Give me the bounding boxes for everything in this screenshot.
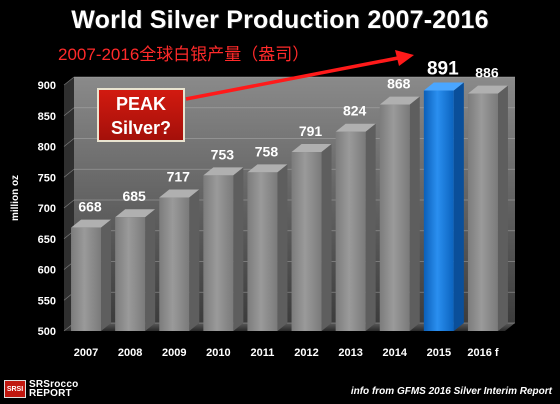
data-label: 717	[167, 169, 191, 185]
data-label: 685	[122, 188, 146, 204]
logo-wordmark: SRSrocco REPORT	[29, 379, 79, 399]
peak-silver-callout: PEAK Silver?	[97, 88, 185, 142]
data-label: 753	[211, 146, 235, 162]
bar-2013	[335, 123, 376, 332]
data-label: 868	[387, 76, 411, 92]
y-axis-title: million oz	[10, 175, 21, 221]
y-tick-label: 850	[38, 111, 56, 123]
data-label: 824	[343, 103, 367, 119]
chart-subtitle: 2007-2016全球白银产量（盎司）	[58, 45, 310, 64]
data-label: 668	[78, 199, 102, 215]
x-axis: 2007 2008 2009 2010 2011 2012 2013 2014 2015 2016…	[74, 347, 499, 359]
x-tick-label: 2010	[206, 347, 230, 359]
data-label: 891	[427, 59, 459, 80]
data-label: 791	[299, 123, 323, 139]
bar-2007	[71, 219, 112, 331]
peak-line-1: PEAK	[115, 94, 166, 114]
y-tick-label: 900	[38, 80, 56, 92]
bar-2015	[423, 82, 464, 331]
data-label: 758	[255, 143, 279, 159]
data-label: 886	[475, 65, 499, 81]
x-tick-label: 2013	[338, 347, 362, 359]
peak-arrow	[185, 50, 414, 101]
x-tick-label: 2009	[162, 347, 186, 359]
y-tick-label: 750	[38, 172, 56, 184]
x-tick-label: 2011	[251, 347, 275, 359]
bar-2008	[115, 209, 156, 331]
x-tick-label: 2007	[74, 347, 98, 359]
x-tick-label: 2016 f	[467, 347, 499, 359]
y-tick-label: 550	[38, 295, 56, 307]
logo-line-1: SRSrocco	[29, 379, 79, 390]
x-tick-label: 2014	[383, 347, 408, 359]
y-axis: 500 550 600 650 700 750 800 850 900	[38, 80, 56, 338]
y-tick-label: 800	[38, 142, 56, 154]
bar-2010	[203, 167, 244, 331]
y-tick-label: 500	[38, 326, 56, 338]
x-tick-label: 2012	[294, 347, 318, 359]
srsrocco-logo: SRSI SRSrocco REPORT	[4, 378, 124, 400]
value-labels: 668 685 717 753 758 791 824 868 891 886	[78, 59, 498, 215]
bar-2011	[247, 164, 288, 331]
bar-2016-f	[467, 85, 508, 331]
y-tick-label: 600	[38, 265, 56, 277]
peak-line-2: Silver?	[110, 118, 172, 138]
bars	[71, 82, 508, 332]
y-tick-label: 700	[38, 203, 56, 215]
y-tick-label: 650	[38, 234, 56, 246]
logo-line-2: REPORT	[29, 388, 72, 399]
bar-2009	[159, 189, 200, 331]
chart-title: World Silver Production 2007-2016	[71, 6, 489, 34]
source-note: info from GFMS 2016 Silver Interim Repor…	[350, 386, 552, 397]
x-tick-label: 2015	[427, 347, 451, 359]
logo-badge: SRSI	[4, 380, 26, 398]
bar-2012	[291, 144, 332, 331]
bar-2014	[379, 96, 420, 332]
x-tick-label: 2008	[118, 347, 142, 359]
